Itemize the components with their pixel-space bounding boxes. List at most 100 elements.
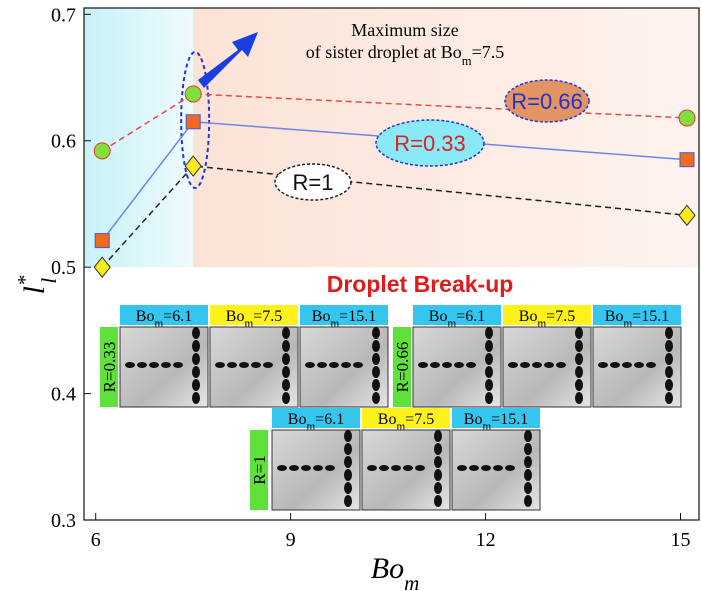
image-label-part: =7.5 (405, 411, 434, 428)
image-label-part: Bo (519, 308, 538, 325)
marker (185, 86, 201, 102)
y-tick-label: 0.7 (51, 4, 76, 26)
y-tick-label: 0.4 (51, 384, 76, 406)
droplet (313, 465, 323, 471)
droplet (282, 353, 290, 365)
droplet (454, 362, 464, 368)
image-label-part: =7.5 (546, 308, 575, 325)
droplet (344, 469, 352, 481)
droplet (665, 353, 673, 365)
marker (186, 115, 200, 129)
droplet (215, 362, 225, 368)
legend-label: R=1 (293, 170, 334, 195)
marker (95, 234, 109, 248)
droplet (403, 465, 413, 471)
droplet (344, 430, 352, 442)
droplet (442, 362, 452, 368)
droplet (575, 340, 583, 352)
droplet (282, 379, 290, 391)
droplet (391, 465, 401, 471)
droplet (277, 465, 287, 471)
droplet (434, 482, 442, 494)
x-axis-label: Bom (371, 552, 420, 591)
chart: 0.30.40.50.60.7691215Boml*lMaximum sizeo… (0, 0, 702, 591)
droplet (353, 362, 363, 368)
droplet (622, 362, 632, 368)
droplet (434, 430, 442, 442)
droplet (665, 366, 673, 378)
droplet (575, 392, 583, 404)
droplet (485, 379, 493, 391)
droplet (575, 379, 583, 391)
droplet (344, 495, 352, 507)
droplet (634, 362, 644, 368)
droplet (485, 392, 493, 404)
image-label-part: =7.5 (253, 308, 282, 325)
droplet (341, 362, 351, 368)
droplet (505, 465, 515, 471)
x-axis-label-part: Bo (371, 552, 404, 585)
x-axis-label-part: m (404, 571, 419, 591)
image-label-part: Bo (312, 308, 331, 325)
droplet (457, 465, 467, 471)
droplet (282, 340, 290, 352)
droplet (524, 495, 532, 507)
droplet (524, 456, 532, 468)
droplet (434, 456, 442, 468)
droplet (227, 362, 237, 368)
inset-title: Droplet Break-up (327, 271, 514, 297)
droplet (485, 366, 493, 378)
droplet (665, 379, 673, 391)
droplet (524, 469, 532, 481)
droplet (149, 362, 159, 368)
droplet (575, 327, 583, 339)
droplet (317, 362, 327, 368)
y-tick-label: 0.5 (51, 257, 76, 279)
droplet (481, 465, 491, 471)
x-tick-label: 9 (286, 529, 296, 551)
droplet (344, 443, 352, 455)
droplet (379, 465, 389, 471)
droplet (610, 362, 620, 368)
droplet (192, 353, 200, 365)
droplet (192, 340, 200, 352)
droplet (646, 362, 656, 368)
droplet (192, 327, 200, 339)
droplet (282, 327, 290, 339)
droplet (372, 340, 380, 352)
droplet (434, 469, 442, 481)
droplet (372, 392, 380, 404)
image-label-part: =6.1 (315, 411, 344, 428)
droplet (524, 430, 532, 442)
droplet (434, 443, 442, 455)
droplet (575, 366, 583, 378)
droplet (556, 362, 566, 368)
droplet (430, 362, 440, 368)
droplet (125, 362, 135, 368)
image-label-part: =6.1 (456, 308, 485, 325)
droplet (524, 482, 532, 494)
image-label-part: =15.1 (491, 411, 528, 428)
droplet (305, 362, 315, 368)
droplet (251, 362, 261, 368)
droplet (282, 366, 290, 378)
droplet (493, 465, 503, 471)
droplet (372, 353, 380, 365)
droplet (485, 340, 493, 352)
y-axis-label-part: * (13, 275, 37, 286)
droplet (372, 327, 380, 339)
annotation-part: m (462, 54, 472, 68)
droplet (665, 340, 673, 352)
droplet (367, 465, 377, 471)
droplet (665, 392, 673, 404)
droplet (415, 465, 425, 471)
annotation: Maximum size (351, 20, 458, 40)
droplet (192, 366, 200, 378)
image-label-part: Bo (288, 411, 307, 428)
inset-label: R=1 (250, 455, 269, 484)
droplet (466, 362, 476, 368)
image-label-part: Bo (136, 308, 155, 325)
image-label-part: Bo (464, 411, 483, 428)
image-label-part: =15.1 (632, 308, 669, 325)
droplet (418, 362, 428, 368)
